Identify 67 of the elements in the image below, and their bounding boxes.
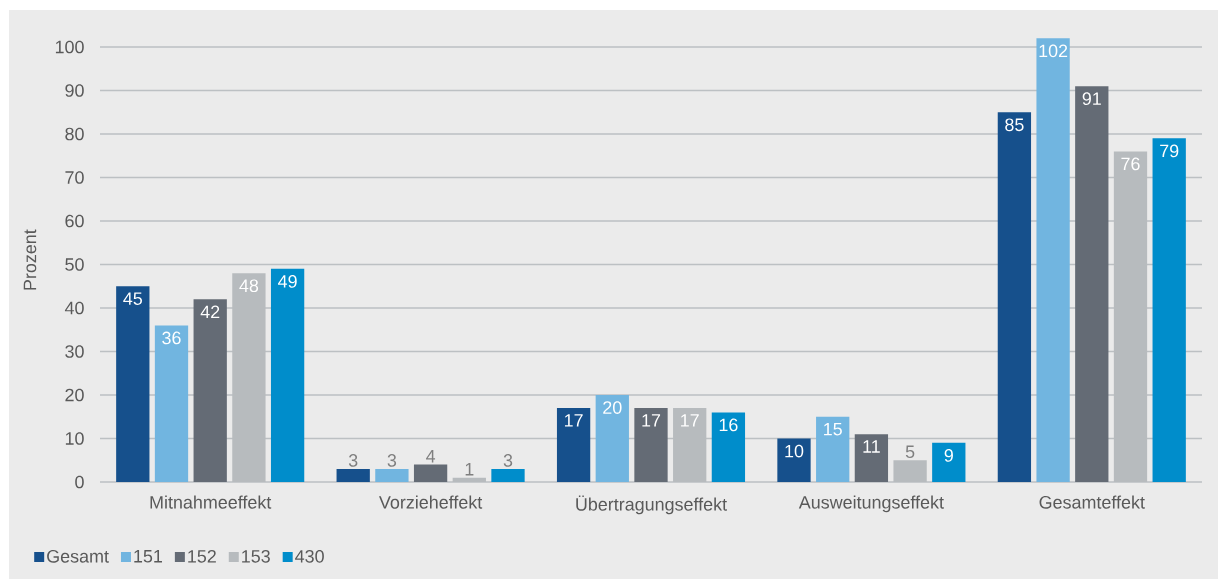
bar <box>816 416 850 482</box>
bar <box>270 268 305 482</box>
bar <box>634 408 668 482</box>
data-label: 3 <box>387 454 397 467</box>
bar <box>116 286 150 482</box>
data-label: 9 <box>944 449 953 462</box>
data-label: 76 <box>1121 157 1140 171</box>
data-label: 45 <box>123 292 143 305</box>
data-label: 15 <box>824 422 842 436</box>
y-tick-label: 0 <box>75 475 84 489</box>
y-tick-label: 30 <box>65 345 84 358</box>
bar <box>1152 138 1186 482</box>
y-tick-label: 100 <box>55 40 84 54</box>
y-tick-label: 90 <box>65 84 84 97</box>
bar <box>854 434 889 482</box>
bar <box>491 468 525 482</box>
data-label: 5 <box>905 445 915 459</box>
data-label: 4 <box>426 450 436 463</box>
bar <box>1036 38 1070 482</box>
bar <box>711 412 746 482</box>
bar <box>932 442 966 482</box>
bar <box>595 395 629 482</box>
legend-label: Gesamt <box>47 549 109 563</box>
data-label: 79 <box>1160 144 1179 158</box>
bar <box>193 299 227 482</box>
x-tick-label: Gesamteffekt <box>1039 495 1145 509</box>
data-label: 1 <box>465 463 474 476</box>
data-label: 17 <box>564 414 583 427</box>
data-label: 102 <box>1039 44 1068 58</box>
bar <box>336 468 370 482</box>
x-tick-label: Vorzieheffekt <box>379 495 483 509</box>
legend-label: 430 <box>295 549 324 563</box>
bar <box>556 408 591 482</box>
data-label: 91 <box>1082 92 1101 106</box>
x-tick-label: Übertragungseffekt <box>576 495 727 515</box>
y-tick-label: 40 <box>64 301 84 315</box>
data-label: 11 <box>863 440 880 453</box>
legend-label: 151 <box>134 550 162 563</box>
bar <box>777 438 811 482</box>
y-tick-label: 50 <box>65 258 84 271</box>
bar <box>413 464 448 482</box>
data-label: 3 <box>348 454 358 467</box>
bar <box>1075 86 1109 482</box>
data-label: 17 <box>642 414 661 427</box>
y-tick-label: 80 <box>65 127 84 141</box>
data-label: 17 <box>681 414 699 427</box>
data-label: 20 <box>603 401 622 414</box>
x-tick-label: Mitnahmeeffekt <box>150 495 272 509</box>
legend-label: 152 <box>188 549 216 563</box>
bar <box>997 112 1032 482</box>
y-axis-title: Prozent <box>23 229 37 290</box>
data-label: 85 <box>1005 118 1024 132</box>
data-label: 42 <box>200 305 220 319</box>
y-tick-label: 70 <box>65 171 84 184</box>
data-label: 10 <box>785 444 804 458</box>
data-label: 48 <box>239 279 259 293</box>
x-tick-label: Ausweitungseffekt <box>798 495 944 513</box>
data-label: 49 <box>278 275 297 288</box>
data-label: 16 <box>719 418 738 432</box>
y-tick-label: 20 <box>65 388 84 402</box>
y-tick-label: 60 <box>65 214 84 228</box>
y-tick-label: 10 <box>65 432 84 445</box>
bar <box>375 468 409 482</box>
data-label: 36 <box>162 331 181 345</box>
data-label: 3 <box>503 454 513 467</box>
bar <box>154 325 189 482</box>
legend-label: 153 <box>242 549 270 563</box>
